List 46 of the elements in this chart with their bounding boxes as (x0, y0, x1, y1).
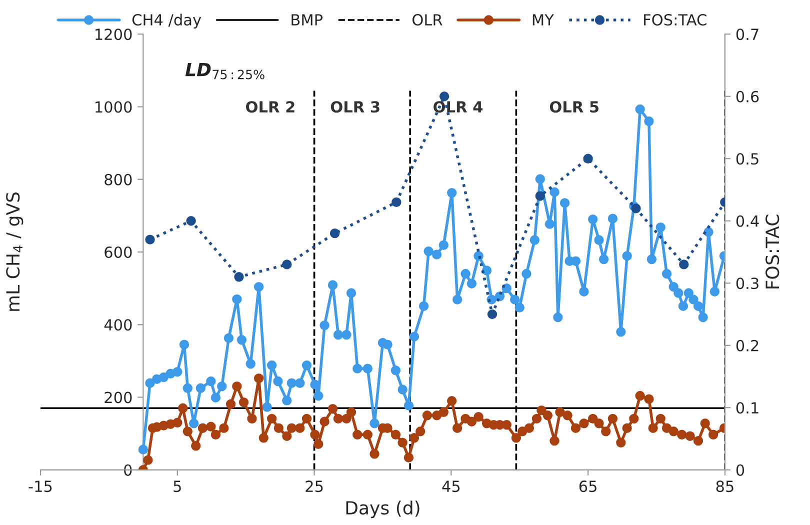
annotation: OLR 2 (246, 101, 294, 113)
y-tick-label: 600 (104, 246, 132, 258)
x-tick-label: 65 (579, 480, 596, 492)
y-axis-title: mL CH$_{4}$ / gVS (6, 192, 24, 311)
legend-label: OLR (412, 14, 442, 26)
y2-tick-label: 0.3 (736, 278, 758, 290)
y-tick-label: 0 (124, 464, 132, 476)
y2-tick-label: 0.6 (736, 90, 759, 102)
annotation: OLR 5 (550, 101, 599, 113)
annotation: OLR 3 (330, 101, 380, 113)
point (535, 191, 546, 201)
y2-tick-label: 0 (736, 464, 744, 476)
point (679, 260, 689, 270)
x-tick-label: 85 (716, 480, 734, 492)
point (282, 260, 292, 270)
point (439, 92, 450, 102)
legend-label: FOS:TAC (644, 14, 706, 26)
point (631, 204, 641, 214)
x-axis-title: Days (d) (346, 500, 420, 518)
point (186, 216, 196, 226)
x-tick-label: 5 (174, 480, 181, 492)
point (145, 234, 155, 244)
x-tick-label: 45 (442, 480, 460, 492)
legend-label: MY (532, 14, 554, 26)
y2-tick-label: 0.4 (736, 215, 759, 227)
point (392, 197, 402, 208)
y-tick-label: 200 (104, 392, 132, 404)
y-tick-label: 1000 (96, 101, 132, 113)
x-tick-label: 25 (306, 480, 323, 492)
x-tick-label: -15 (28, 480, 52, 492)
point (487, 309, 498, 320)
annotation: OLR 4 (434, 101, 483, 113)
y2-tick-label: 0.7 (736, 28, 758, 40)
annotation: LD$_{75:25%}$ (185, 62, 264, 80)
y2-axis-title: FOS:TAC (766, 214, 780, 288)
legend-label: CH4 /day (132, 14, 202, 29)
y-tick-label: 1200 (96, 28, 132, 40)
y2-tick-label: 0.1 (736, 402, 758, 414)
point (234, 272, 244, 282)
legend-label: BMP (292, 14, 323, 26)
y2-tick-label: 0.2 (736, 340, 758, 352)
point (330, 228, 340, 238)
y-tick-label: 800 (104, 174, 132, 186)
point (583, 154, 593, 164)
y-tick-label: 400 (104, 319, 132, 331)
y2-tick-label: 0.5 (736, 153, 758, 165)
